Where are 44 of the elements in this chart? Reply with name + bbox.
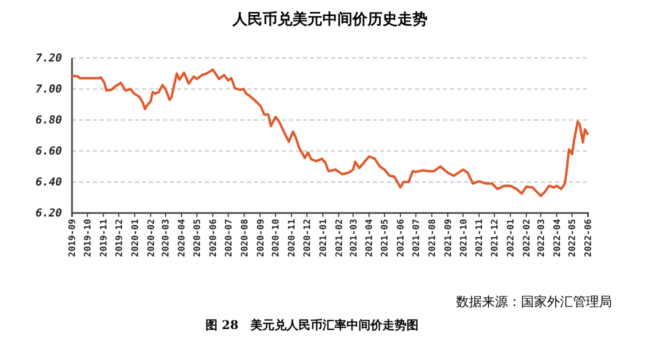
x-tick-label: 2021-05 (380, 219, 391, 257)
x-tick-label: 2020-11 (288, 219, 298, 257)
x-tick-label: 2022-03 (536, 219, 547, 257)
x-tick-label: 2022-02 (522, 219, 532, 257)
x-tick-label: 2020-12 (303, 219, 314, 257)
x-tick-label: 2020-04 (178, 218, 188, 257)
x-tick-label: 2020-07 (224, 219, 234, 257)
y-tick-label: 6.40 (36, 176, 62, 189)
y-tick-label: 6.80 (36, 114, 62, 127)
x-tick-label: 2021-02 (334, 219, 345, 257)
x-tick-label: 2019-12 (114, 219, 125, 257)
x-tick-label: 2022-06 (584, 219, 594, 257)
x-tick-label: 2021-11 (475, 219, 486, 257)
y-tick-label: 7.20 (36, 52, 62, 65)
chart-title: 人民币兑美元中间价历史走势 (232, 10, 428, 28)
x-tick-label: 2021-09 (444, 219, 454, 257)
x-tick-label: 2020-01 (130, 219, 141, 257)
source-note: 数据来源：国家外汇管理局 (456, 294, 612, 310)
x-tick-label: 2020-03 (162, 219, 172, 257)
x-tick-label: 2020-06 (208, 219, 219, 257)
line-series (70, 68, 589, 198)
caption: 图 28 美元兑人民币汇率中间价走势图 (206, 318, 418, 332)
x-tick-label: 2021-01 (318, 219, 329, 257)
x-tick-label: 2022-04 (552, 218, 563, 257)
x-tick-label: 2021-07 (412, 219, 422, 257)
x-tick-label: 2020-02 (146, 219, 157, 257)
x-tick-label: 2020-08 (240, 219, 250, 257)
x-tick-label: 2020-10 (272, 219, 282, 257)
x-tick-label: 2019-11 (100, 219, 110, 257)
y-tick-label: 6.60 (36, 144, 62, 158)
x-tick-label: 2019-10 (84, 219, 94, 257)
x-tick-label: 2022-01 (506, 219, 517, 257)
y-tick-label: 6.20 (36, 206, 62, 220)
x-tick-label: 2021-06 (396, 219, 407, 257)
x-tick-label: 2021-04 (365, 218, 376, 257)
x-tick-label: 2020-09 (256, 219, 266, 257)
x-tick-label: 2020-05 (193, 219, 204, 257)
x-tick-label: 2021-03 (349, 219, 360, 257)
x-tick-label: 2022-05 (568, 219, 578, 257)
y-tick-label: 7.00 (36, 82, 62, 96)
x-tick-label: 2019-09 (68, 219, 78, 257)
x-tick-label: 2021-08 (428, 219, 438, 257)
x-tick-label: 2021-10 (459, 219, 470, 257)
x-tick-label: 2021-12 (490, 219, 501, 257)
